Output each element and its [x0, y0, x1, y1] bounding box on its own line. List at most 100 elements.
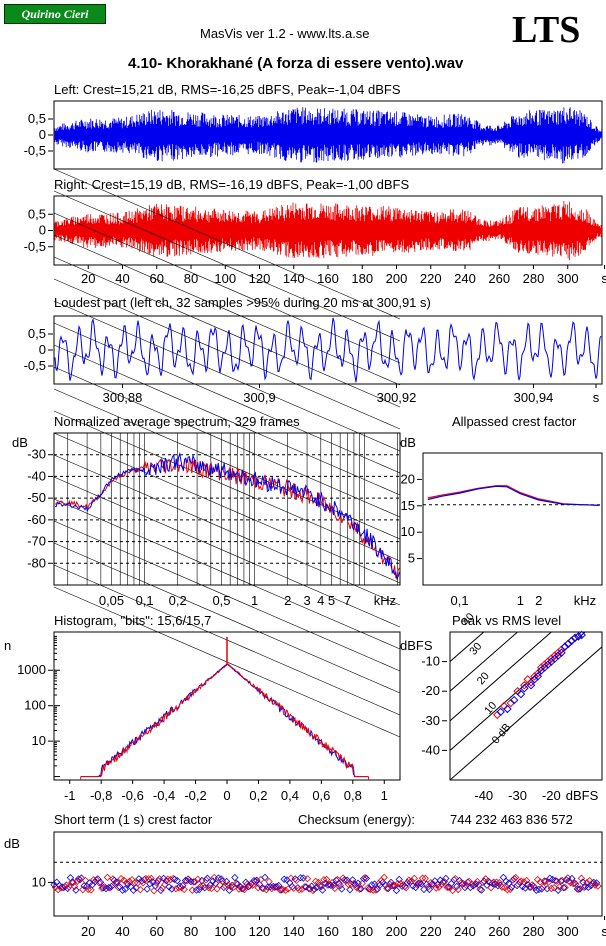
peakrms-point-left	[550, 654, 559, 663]
wave-xtick: 60	[150, 271, 164, 286]
peakrms-point-left	[567, 636, 576, 646]
crest-point-right	[476, 885, 484, 894]
crest-point-right	[70, 882, 79, 891]
peakrms-point-left	[577, 630, 586, 640]
peakrms-point-left	[560, 642, 570, 652]
wave-xtick: 180	[351, 271, 373, 286]
crest-point-right	[481, 875, 490, 883]
crest-point-right	[303, 875, 312, 883]
crest-point-left	[348, 876, 357, 884]
crest-point-left	[217, 875, 225, 883]
crest-ytick: 10	[32, 874, 46, 889]
crest-xtick: 160	[317, 924, 339, 939]
crest-point-left	[195, 885, 203, 894]
right-waveform-ytick: -0,5	[24, 239, 46, 254]
crest-frame	[53, 831, 603, 917]
spectrum-series-left	[54, 452, 400, 581]
crest-point-left	[231, 873, 239, 882]
histogram-xtick: 0,6	[312, 788, 330, 803]
crest-point-left	[225, 886, 234, 895]
crest-point-left	[203, 874, 212, 882]
spectrum-xtick: 2	[284, 593, 291, 608]
left-waveform-ytick: 0,5	[28, 111, 46, 126]
spectrum-xtick: 0,5	[212, 593, 230, 608]
histogram-xtick: 0	[223, 788, 230, 803]
checksum-label: Checksum (energy):	[298, 812, 416, 827]
peakrms-diagonal-label: 10	[482, 700, 499, 717]
right-waveform-ytick: 0	[39, 223, 46, 238]
peakrms-point-left	[574, 632, 583, 641]
spectrum-slope-line	[53, 190, 401, 342]
crest-xtick: 280	[523, 924, 545, 939]
crest-point-right	[65, 883, 73, 891]
peakrms-point-left	[509, 695, 519, 705]
loudest-ytick: -0,5	[24, 358, 46, 373]
histogram-xtick: 1	[381, 788, 388, 803]
spectrum-ytick: -60	[27, 512, 46, 527]
peakrms-ytick: -30	[421, 713, 440, 728]
spectrum-slope-line	[53, 410, 401, 562]
histogram-xtick: -0,2	[184, 788, 206, 803]
allpass-frame	[422, 452, 603, 586]
crest-point-right	[512, 873, 520, 882]
peakrms-xtick: -40	[474, 788, 493, 803]
allpass-ytick: 10	[401, 524, 415, 539]
loudest-ytick: 0	[39, 342, 46, 357]
crest-point-left	[170, 875, 179, 884]
crest-point-left	[222, 877, 231, 886]
spectrum-slope-line	[53, 234, 401, 386]
crest-xtick: 200	[386, 924, 408, 939]
peakrms-panel-title: Peak vs RMS level	[452, 613, 562, 628]
crest-point-right	[73, 877, 81, 885]
wave-xtick: 260	[488, 271, 510, 286]
crest-point-left	[543, 885, 551, 893]
peakrms-point-left	[530, 675, 539, 684]
crest-point-left	[357, 885, 365, 893]
histogram-series-right	[81, 663, 369, 778]
peakrms-diagonal	[450, 632, 586, 752]
crest-point-left	[551, 877, 560, 885]
crest-xtick: 140	[283, 924, 305, 939]
crest-point-right	[448, 886, 457, 895]
crest-point-left	[105, 883, 113, 892]
spectrum-xtick: kHz	[374, 593, 396, 608]
crest-point-right	[454, 885, 462, 894]
crest-point-right	[153, 879, 161, 887]
crest-point-right	[188, 886, 197, 894]
crest-point-left	[502, 877, 510, 886]
crest-point-left	[584, 883, 592, 891]
crest-point-right	[588, 879, 597, 887]
crest-xtick: 240	[454, 924, 476, 939]
allpass-xtick: kHz	[574, 593, 596, 608]
crest-point-right	[111, 878, 120, 887]
crest-point-left	[113, 878, 121, 886]
crest-point-right	[139, 879, 147, 887]
crest-point-right	[380, 873, 388, 882]
histogram-ytick: 10	[32, 733, 46, 748]
crest-point-left	[417, 880, 425, 888]
crest-point-left	[50, 880, 58, 889]
spectrum-xtick: 0,2	[169, 593, 187, 608]
crest-point-left	[173, 876, 181, 885]
crest-ylabel: dB	[4, 836, 20, 851]
spectrum-slope-line	[53, 542, 401, 694]
crest-point-left	[554, 886, 562, 894]
crest-point-left	[453, 882, 461, 891]
crest-point-right	[218, 877, 227, 885]
crest-point-right	[533, 876, 542, 884]
crest-point-right	[577, 874, 586, 883]
wave-xtick: 280	[523, 271, 545, 286]
crest-point-left	[392, 886, 401, 895]
crest-point-left	[233, 880, 242, 888]
wave-xtick: s	[601, 271, 606, 286]
spectrum-xtick: 4	[317, 593, 324, 608]
crest-point-left	[107, 882, 116, 891]
crest-point-right	[166, 875, 175, 884]
peakrms-ytick: -20	[421, 683, 440, 698]
peakrms-point-left	[520, 683, 529, 693]
crest-point-right	[98, 884, 106, 892]
right-panel-title: Right: Crest=15,19 dB, RMS=-16,19 dBFS, …	[54, 177, 410, 192]
crest-point-right	[254, 884, 262, 892]
loudest-panel-title: Loudest part (left ch, 32 samples >95% d…	[54, 295, 431, 310]
